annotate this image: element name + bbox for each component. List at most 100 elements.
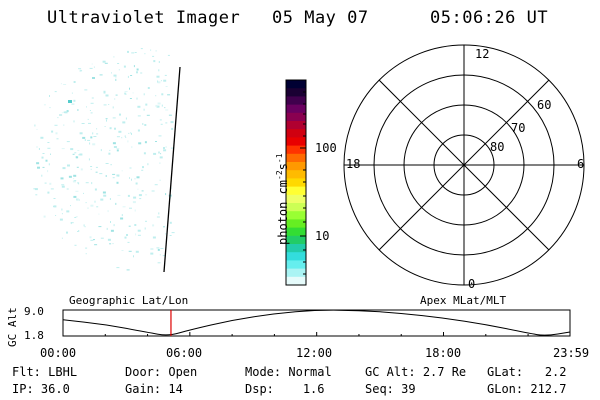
speckle — [167, 94, 171, 96]
mlt-label-6: 6 — [577, 157, 585, 171]
speckle — [70, 222, 72, 225]
speckle — [141, 190, 144, 192]
speckle — [127, 241, 130, 243]
timeline-axis-label: GC Alt — [6, 307, 19, 347]
colorbar-label-mid: s — [276, 163, 290, 171]
speckle — [136, 71, 138, 74]
speckle — [90, 136, 93, 139]
speckle — [77, 182, 79, 184]
speckle — [66, 231, 68, 234]
speckle — [85, 247, 88, 249]
speckle — [105, 118, 108, 120]
speckle — [114, 127, 116, 130]
speckle — [107, 210, 109, 213]
speckle — [147, 87, 150, 89]
speckle — [42, 166, 45, 168]
speckle — [158, 135, 162, 137]
speckle — [66, 188, 69, 190]
speckle — [167, 54, 170, 56]
speckle — [76, 198, 78, 201]
speckle — [155, 104, 158, 107]
speckle — [89, 236, 92, 239]
speckle — [159, 179, 161, 181]
speckle — [161, 104, 163, 107]
speckle — [118, 130, 122, 133]
colorbar-swatch — [286, 186, 306, 196]
speckle — [135, 182, 138, 185]
speckle — [128, 250, 132, 252]
uv-emission-speckles — [33, 48, 175, 271]
speckle — [126, 269, 130, 271]
speckle — [155, 141, 157, 142]
speckle — [132, 201, 136, 204]
speckle — [124, 93, 127, 95]
speckle — [41, 174, 43, 177]
colorbar-swatch — [286, 211, 306, 220]
speckle — [131, 132, 132, 135]
speckle — [116, 174, 120, 177]
speckle — [35, 194, 38, 196]
speckle — [34, 124, 36, 127]
info-mode: Mode: Normal — [245, 365, 332, 379]
speckle — [114, 98, 116, 100]
speckle — [103, 104, 107, 106]
speckle — [100, 237, 104, 239]
lat-label-60: 60 — [537, 98, 552, 112]
speckle — [66, 110, 69, 113]
speckle — [92, 143, 96, 146]
speckle — [34, 188, 38, 191]
speckle — [74, 244, 77, 246]
colorbar-swatch — [286, 235, 306, 245]
speckle — [142, 123, 144, 125]
speckle — [116, 267, 120, 269]
meridian-diag-2 — [378, 79, 550, 251]
speckle — [36, 128, 38, 130]
speckle — [96, 128, 98, 130]
speckle — [159, 254, 161, 256]
speckle — [116, 136, 120, 138]
speckle — [113, 56, 115, 58]
speckle — [90, 166, 93, 167]
uv-image-panel — [33, 48, 181, 273]
speckle — [113, 146, 117, 148]
speckle — [93, 66, 95, 68]
colorbar-swatch — [286, 244, 306, 253]
speckle — [153, 152, 157, 155]
speckle — [78, 230, 80, 232]
speckle — [160, 80, 162, 82]
colorbar-label-sup1: -2 — [275, 170, 284, 180]
colorbar-tick-100: 100 — [315, 141, 337, 155]
speckle — [170, 147, 174, 149]
info-seq: Seq: 39 — [365, 382, 416, 396]
info-dsp: Dsp: 1.6 — [245, 382, 325, 396]
speckle — [92, 132, 94, 135]
speckle — [86, 106, 87, 108]
speckle — [138, 142, 142, 145]
speckle — [109, 243, 112, 245]
speckle — [150, 248, 154, 250]
speckle — [45, 159, 48, 162]
speckle — [40, 136, 44, 139]
speckle — [83, 192, 84, 194]
speckle — [61, 208, 63, 211]
speckle — [90, 239, 94, 241]
speckle — [121, 214, 123, 217]
colorbar-swatch — [286, 170, 306, 179]
speckle — [80, 70, 83, 72]
speckle — [76, 156, 79, 159]
speckle — [116, 181, 119, 184]
time-tick-2359: 23:59 — [553, 346, 590, 360]
speckle — [66, 210, 70, 213]
speckle — [47, 142, 50, 143]
speckle — [102, 60, 106, 63]
speckle — [165, 233, 167, 235]
polar-grid — [343, 44, 585, 286]
speckle — [142, 166, 144, 169]
speckle — [156, 105, 160, 108]
speckle — [159, 162, 161, 164]
speckle — [88, 158, 90, 161]
speckle — [155, 50, 157, 52]
colorbar-tick-10: 10 — [315, 229, 330, 243]
speckle — [49, 182, 52, 185]
speckle — [74, 180, 77, 182]
